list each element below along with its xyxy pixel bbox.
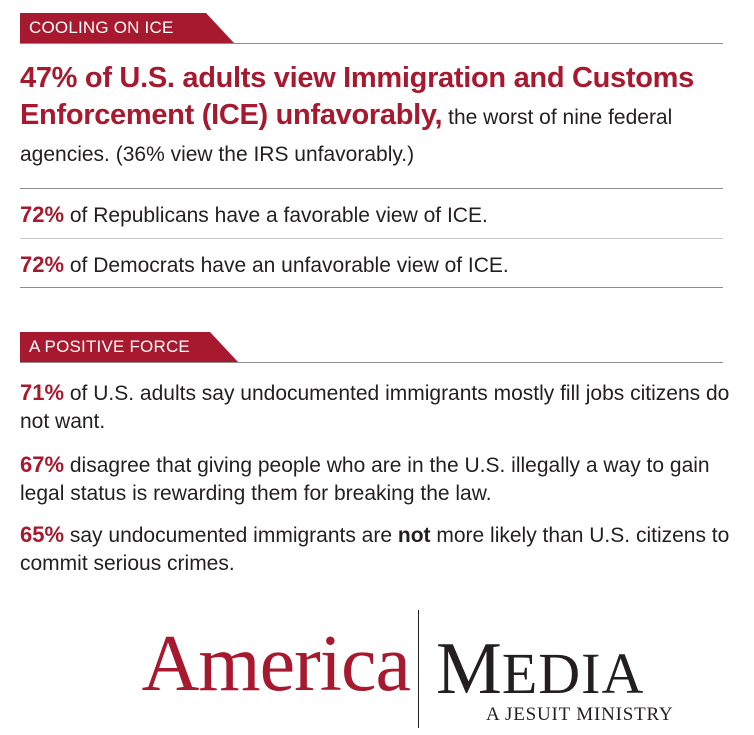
headline-highlight: 47% of U.S. adults view Immigration and … [20, 62, 694, 131]
stat-legal-status: 67% disagree that giving people who are … [20, 451, 732, 508]
logo-initial: M [436, 628, 502, 710]
logo-wordmark-media: MEDIA [436, 632, 645, 724]
section-tag: A POSITIVE FORCE [20, 332, 238, 362]
logo-wordmark-america: America [141, 620, 411, 708]
logo-divider [418, 610, 419, 728]
stat-text: of Republicans have a favorable view of … [64, 204, 488, 227]
stat-democrats: 72% of Democrats have an unfavorable vie… [20, 252, 732, 279]
stat-text: disagree that giving people who are in t… [20, 454, 710, 505]
stat-percent: 65% [20, 522, 65, 547]
stat-text: of U.S. adults say undocumented immigran… [20, 382, 730, 433]
america-media-logo: America MEDIA A JESUIT MINISTRY [0, 600, 754, 735]
section-header-a-positive-force: A POSITIVE FORCE [20, 332, 723, 363]
section-tag: COOLING ON ICE [20, 13, 234, 43]
divider [20, 238, 723, 239]
section-header-cooling-on-ice: COOLING ON ICE [20, 13, 723, 44]
stat-republicans: 72% of Republicans have a favorable view… [20, 202, 732, 229]
logo-subtitle: A JESUIT MINISTRY [486, 704, 674, 725]
stat-crimes: 65% say undocumented immigrants are not … [20, 521, 732, 578]
stat-emphasis: not [397, 524, 431, 547]
stat-text: of Democrats have an unfavorable view of… [64, 254, 509, 277]
headline-rest: the worst of nine federal agencies. (36%… [20, 106, 673, 166]
headline: 47% of U.S. adults view Immigration and … [20, 60, 732, 173]
stat-percent: 67% [20, 452, 65, 477]
stat-percent: 72% [20, 202, 65, 227]
divider [20, 188, 723, 189]
stat-text: more likely than U.S. citizens to commit… [20, 524, 730, 575]
stat-text: say undocumented immigrants are [64, 524, 398, 547]
stat-percent: 71% [20, 380, 65, 405]
divider [20, 287, 723, 288]
logo-rest: EDIA [501, 641, 645, 706]
stat-jobs: 71% of U.S. adults say undocumented immi… [20, 379, 732, 436]
stat-percent: 72% [20, 252, 65, 277]
